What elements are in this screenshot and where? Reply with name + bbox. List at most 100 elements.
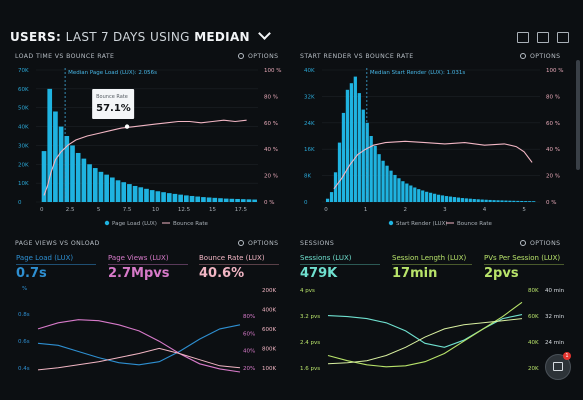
- bar: [369, 136, 373, 202]
- bar: [365, 122, 369, 202]
- bar: [397, 178, 401, 202]
- bar: [417, 189, 421, 202]
- axis-tick-label: 400K: [262, 308, 276, 314]
- y-right-tick-label: 40 %: [264, 147, 278, 153]
- bar: [492, 200, 496, 202]
- page-title[interactable]: USERS: LAST 7 DAYS USING MEDIAN: [10, 27, 272, 44]
- bar: [504, 200, 508, 202]
- legend-label: Bounce Rate: [457, 221, 492, 227]
- axis-tick-label: 80%: [243, 314, 255, 320]
- bar: [448, 196, 453, 202]
- bar: [464, 198, 468, 202]
- sessions-options-button[interactable]: OPTIONS: [520, 240, 560, 247]
- bar: [488, 199, 492, 202]
- s-metric-value-1: 479K: [300, 266, 338, 281]
- y-left-tick-label: 60K: [18, 87, 29, 93]
- bar: [189, 195, 195, 202]
- axis-tick-label: 40K: [528, 340, 539, 346]
- divider: [108, 264, 188, 265]
- s-metric-value-2: 17min: [392, 266, 438, 281]
- axis-tick-label: 32 min: [545, 314, 565, 320]
- load-time-options-button[interactable]: OPTIONS: [238, 53, 278, 60]
- bar: [500, 200, 504, 202]
- pv-metric-value-2: 2.7Mpvs: [108, 266, 170, 281]
- y-right-tick-label: 0 %: [546, 200, 556, 206]
- x-tick-label: 10: [152, 207, 159, 213]
- bar: [252, 199, 257, 202]
- bar: [409, 185, 413, 202]
- bar: [87, 164, 92, 202]
- sessions-chart: 1.6 pvs 2.4 pvs 3.2 pvs 4 pvs 20K 40K 60K 80K 24…: [300, 288, 565, 372]
- bar: [115, 180, 121, 202]
- axis-tick-label: 100K: [262, 366, 276, 372]
- start-render-options-button[interactable]: OPTIONS: [520, 53, 560, 60]
- chevron-down-icon[interactable]: [258, 27, 272, 40]
- bar: [149, 190, 155, 202]
- y-left-tick-label: 20K: [18, 162, 29, 168]
- x-tick-label: 0: [40, 207, 44, 213]
- bar: [496, 200, 500, 202]
- axis-tick-label: 0.8s: [18, 312, 30, 318]
- x-tick-label: 7.5: [123, 207, 132, 213]
- y-left-tick-label: 0: [18, 200, 22, 206]
- bar: [70, 145, 75, 202]
- monitor-icon[interactable]: [517, 32, 529, 43]
- axis-tick-label: 60K: [528, 314, 539, 320]
- series-line: [37, 324, 241, 366]
- bar: [75, 152, 81, 202]
- bar: [532, 201, 536, 202]
- y-left-tick-label: 0: [304, 200, 308, 206]
- notification-badge: 1: [563, 352, 571, 360]
- page-views-options-button[interactable]: OPTIONS: [238, 240, 278, 247]
- bar: [444, 196, 449, 202]
- axis-tick-label: 40%: [243, 349, 255, 355]
- load-time-title: LOAD TIME VS BOUNCE RATE: [15, 53, 115, 60]
- series-line: [37, 347, 241, 371]
- bar: [341, 112, 346, 202]
- axis-tick-label: 2.4 pvs: [300, 340, 320, 346]
- load-time-chart: 0 10K 20K 30K 40K 50K 60K 70K 0 % 20 % 40 % 60 % 80 …: [18, 68, 281, 227]
- legend-swatch-bars: [104, 220, 110, 226]
- bar: [512, 200, 516, 202]
- bar: [206, 197, 212, 202]
- bar: [195, 196, 201, 202]
- image-icon[interactable]: [537, 32, 549, 43]
- x-tick-label: 12.5: [178, 207, 191, 213]
- bar: [161, 192, 166, 202]
- sessions-title: SESSIONS: [300, 240, 335, 247]
- bar: [201, 197, 206, 202]
- series-line: [327, 314, 523, 348]
- median-label: Median Page Load (LUX): 2.056s: [68, 70, 157, 76]
- bar: [429, 192, 433, 202]
- expand-icon[interactable]: [557, 32, 569, 43]
- bar: [401, 181, 405, 202]
- pv-metric-label-1: Page Load (LUX): [16, 254, 74, 262]
- page-views-title: PAGE VIEWS VS ONLOAD: [15, 240, 100, 247]
- tooltip: [92, 89, 135, 119]
- bar: [476, 199, 480, 202]
- start-render-title: START RENDER VS BOUNCE RATE: [300, 53, 414, 60]
- scrollbar[interactable]: [576, 60, 580, 170]
- x-tick-label: 15: [209, 207, 216, 213]
- legend-label: Start Render (LUX): [396, 221, 447, 227]
- s-metric-label-3: PVs Per Session (LUX): [484, 254, 561, 262]
- bar: [440, 195, 445, 202]
- chat-icon[interactable]: [553, 362, 563, 371]
- bar: [98, 171, 104, 202]
- x-tick-label: 5: [522, 207, 526, 213]
- legend-label: Bounce Rate: [173, 221, 208, 227]
- bar: [389, 170, 393, 202]
- axis-tick-label: 24 min: [545, 340, 565, 346]
- y-left-tick-label: 24K: [304, 121, 315, 127]
- axis-tick-label: 40 min: [545, 288, 565, 294]
- x-tick-label: 2.5: [66, 207, 75, 213]
- y-left-tick-label: 30K: [18, 143, 29, 149]
- bar: [377, 154, 381, 202]
- bar: [361, 109, 365, 202]
- series-line: [327, 301, 523, 368]
- y-left-tick-label: 40K: [304, 68, 315, 74]
- bar: [337, 142, 342, 202]
- bar: [132, 185, 138, 202]
- legend-label: Page Load (LUX): [112, 221, 157, 227]
- pv-metric-label-3: Bounce Rate (LUX): [199, 254, 265, 262]
